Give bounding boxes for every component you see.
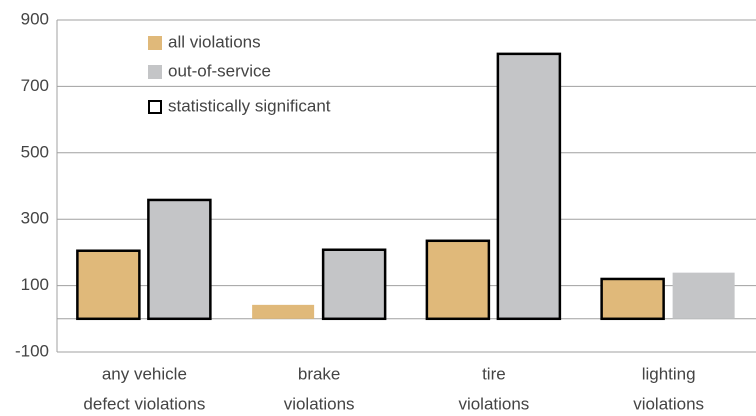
legend-label: all violations	[168, 32, 261, 51]
y-tick-label: 700	[21, 76, 49, 95]
legend-swatch	[148, 36, 162, 50]
y-tick-label: 300	[21, 209, 49, 228]
y-tick-label: 100	[21, 275, 49, 294]
x-tick-label: tire	[482, 364, 506, 383]
x-tick-label: defect violations	[83, 394, 205, 413]
bar	[252, 304, 315, 319]
bar	[672, 272, 735, 319]
y-tick-label: 900	[21, 9, 49, 28]
legend-swatch	[148, 65, 162, 79]
x-tick-label: brake	[298, 364, 341, 383]
bar	[425, 239, 491, 321]
bar	[76, 249, 141, 321]
x-tick-label: lighting	[642, 364, 696, 383]
x-tick-label: violations	[284, 394, 355, 413]
legend-label: statistically significant	[168, 96, 331, 115]
bar	[496, 52, 562, 321]
bar	[321, 248, 387, 321]
bar	[600, 277, 665, 321]
y-tick-label: -100	[15, 341, 49, 360]
y-tick-label: 500	[21, 142, 49, 161]
x-tick-label: any vehicle	[102, 364, 187, 383]
x-tick-label: violations	[633, 394, 704, 413]
legend-label: out-of-service	[168, 61, 271, 80]
bar	[147, 198, 212, 321]
x-tick-label: violations	[458, 394, 529, 413]
legend-swatch	[148, 100, 162, 114]
